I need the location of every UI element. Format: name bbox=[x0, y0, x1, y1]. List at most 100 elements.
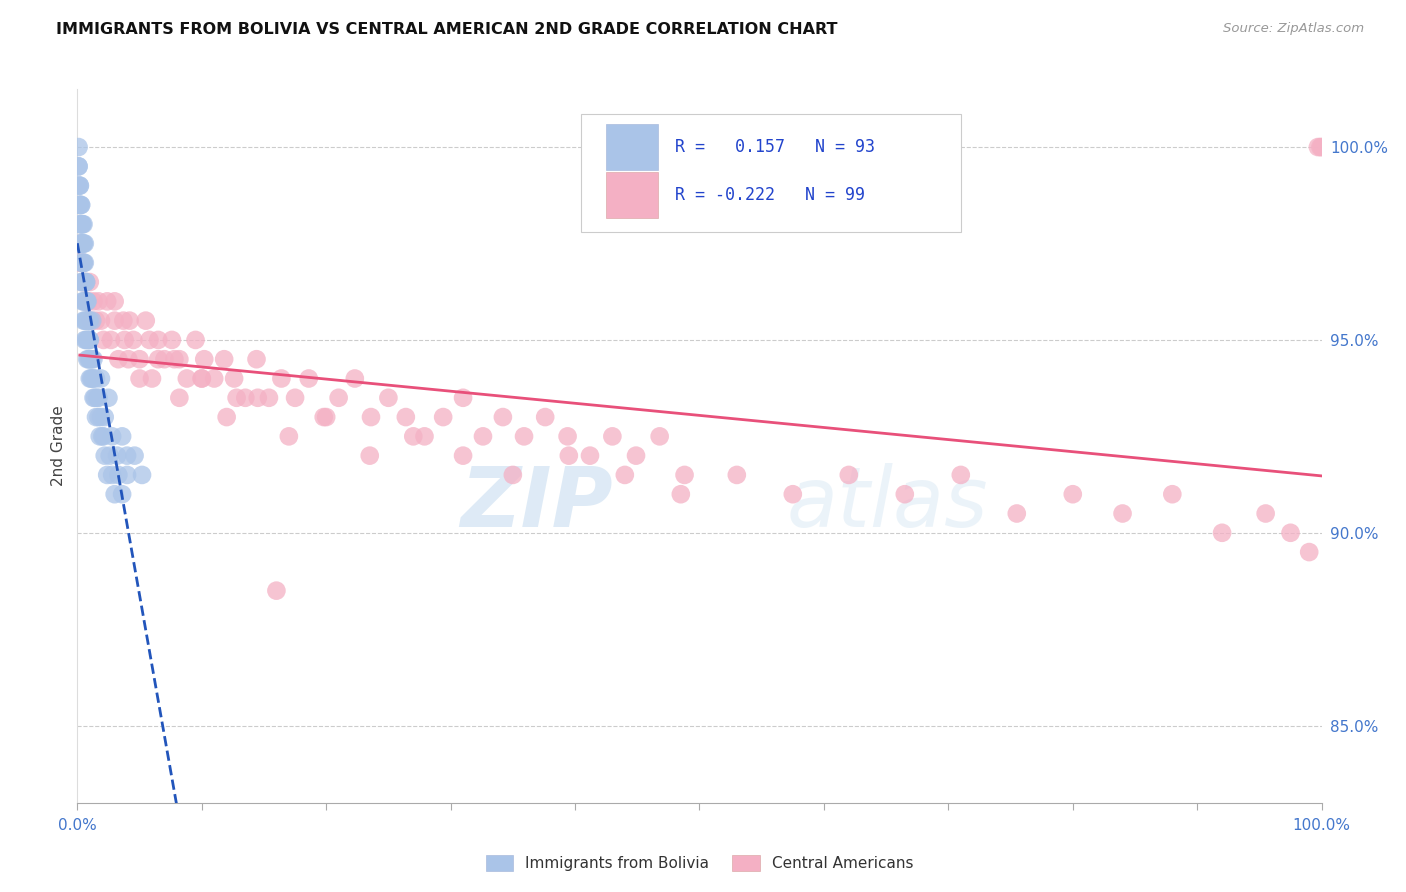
Point bbox=[472, 429, 495, 443]
Point bbox=[93, 429, 115, 443]
Point bbox=[67, 198, 90, 212]
Point bbox=[176, 371, 198, 385]
Point bbox=[89, 429, 111, 443]
Point bbox=[84, 313, 107, 327]
Point bbox=[75, 275, 97, 289]
Point bbox=[73, 236, 96, 251]
Point bbox=[624, 449, 647, 463]
Point bbox=[70, 256, 93, 270]
Y-axis label: 2nd Grade: 2nd Grade bbox=[51, 406, 66, 486]
Point bbox=[557, 429, 579, 443]
Point bbox=[69, 198, 91, 212]
Point bbox=[725, 467, 748, 482]
Point bbox=[75, 275, 97, 289]
FancyBboxPatch shape bbox=[606, 171, 658, 218]
Point bbox=[72, 275, 94, 289]
Point bbox=[97, 391, 120, 405]
Point bbox=[1309, 140, 1331, 154]
Point bbox=[75, 313, 97, 327]
Point bbox=[451, 449, 474, 463]
Point bbox=[70, 198, 93, 212]
Point bbox=[70, 236, 93, 251]
FancyBboxPatch shape bbox=[606, 124, 658, 170]
Point bbox=[111, 429, 134, 443]
Point bbox=[233, 391, 256, 405]
Point bbox=[949, 467, 972, 482]
Point bbox=[328, 391, 350, 405]
Point bbox=[1306, 140, 1329, 154]
Point bbox=[613, 467, 636, 482]
Point bbox=[69, 178, 91, 193]
Point bbox=[377, 391, 399, 405]
Point bbox=[104, 313, 127, 327]
Point bbox=[73, 313, 96, 327]
Point bbox=[83, 352, 105, 367]
Point bbox=[101, 429, 124, 443]
Point bbox=[118, 313, 141, 327]
Point bbox=[90, 371, 112, 385]
Point bbox=[101, 467, 124, 482]
Point bbox=[69, 198, 91, 212]
Point bbox=[579, 449, 602, 463]
Point bbox=[298, 371, 321, 385]
Point bbox=[104, 294, 127, 309]
Point bbox=[83, 294, 105, 309]
Point bbox=[70, 217, 93, 231]
Point bbox=[107, 467, 129, 482]
Point bbox=[277, 429, 299, 443]
Point bbox=[72, 256, 94, 270]
Point bbox=[79, 333, 101, 347]
Point bbox=[73, 275, 96, 289]
Point bbox=[67, 159, 90, 173]
Point bbox=[257, 391, 280, 405]
Point bbox=[312, 410, 335, 425]
Point bbox=[76, 313, 98, 327]
Point bbox=[67, 140, 90, 154]
Point bbox=[1279, 525, 1302, 540]
Point bbox=[70, 217, 93, 231]
Point bbox=[86, 391, 108, 405]
Point bbox=[72, 294, 94, 309]
Point bbox=[343, 371, 366, 385]
Point bbox=[77, 333, 100, 347]
Point bbox=[669, 487, 692, 501]
Point bbox=[73, 294, 96, 309]
Text: Source: ZipAtlas.com: Source: ZipAtlas.com bbox=[1223, 22, 1364, 36]
Point bbox=[169, 352, 191, 367]
Point bbox=[72, 256, 94, 270]
Point bbox=[72, 275, 94, 289]
Point bbox=[80, 371, 103, 385]
Point bbox=[69, 236, 91, 251]
Point bbox=[93, 333, 115, 347]
Point bbox=[72, 236, 94, 251]
Point bbox=[1310, 140, 1333, 154]
Point bbox=[148, 333, 170, 347]
Point bbox=[72, 294, 94, 309]
Point bbox=[100, 333, 122, 347]
Point bbox=[138, 333, 160, 347]
Point bbox=[105, 449, 128, 463]
Text: atlas: atlas bbox=[786, 463, 988, 543]
FancyBboxPatch shape bbox=[581, 114, 960, 232]
Point bbox=[160, 333, 183, 347]
Point bbox=[79, 333, 101, 347]
Point bbox=[128, 371, 150, 385]
Point bbox=[413, 429, 436, 443]
Point bbox=[75, 294, 97, 309]
Point bbox=[98, 449, 121, 463]
Point bbox=[77, 294, 100, 309]
Point bbox=[79, 313, 101, 327]
Point bbox=[122, 333, 145, 347]
Point bbox=[67, 178, 90, 193]
Point bbox=[673, 467, 696, 482]
Point bbox=[87, 410, 110, 425]
Point bbox=[79, 275, 101, 289]
Point bbox=[191, 371, 214, 385]
Point bbox=[513, 429, 536, 443]
Point bbox=[73, 294, 96, 309]
Point bbox=[114, 333, 136, 347]
Point bbox=[77, 313, 100, 327]
Point bbox=[93, 449, 115, 463]
Point bbox=[131, 467, 153, 482]
Point bbox=[782, 487, 804, 501]
